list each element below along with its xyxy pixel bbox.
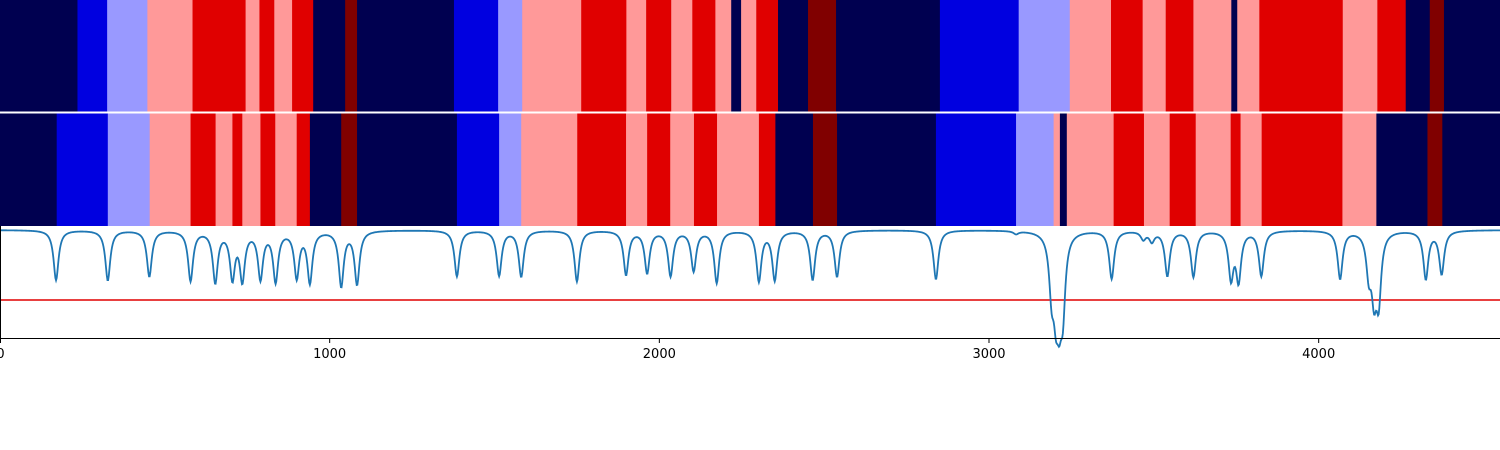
heatmap-cell	[1142, 0, 1167, 112]
heatmap-cell	[0, 113, 58, 226]
heatmap-cell	[77, 0, 108, 112]
heatmap-cell	[456, 113, 500, 226]
heatmap-cell	[935, 113, 1017, 226]
heatmap-cell	[808, 0, 837, 112]
heatmap-cell	[498, 0, 523, 112]
heatmap-cell	[357, 113, 458, 226]
heatmap-cell	[1018, 0, 1071, 112]
heatmap-cell	[837, 113, 937, 226]
heatmap-cell	[717, 113, 760, 226]
heatmap-cell	[1376, 113, 1429, 226]
heatmap-cell	[1016, 113, 1055, 226]
heatmap-cell	[741, 0, 757, 112]
heatmap-cell	[1443, 0, 1500, 112]
heatmap-cell	[1240, 113, 1263, 226]
heatmap-cell	[0, 0, 79, 112]
heatmap-cell	[147, 0, 194, 112]
heatmap-cell	[309, 113, 342, 226]
heatmap-cell	[1143, 113, 1171, 226]
line-panel	[0, 226, 1500, 349]
heatmap-cell	[1261, 113, 1344, 226]
x-tick-label: 2000	[643, 347, 676, 362]
x-axis: 0 1000 2000 3000 4000	[0, 338, 1335, 362]
heatmap-cell	[758, 113, 776, 226]
heatmap-cell	[345, 0, 358, 112]
heatmap-cell	[939, 0, 1020, 112]
heatmap-cell	[626, 113, 648, 226]
heatmap-cell	[232, 113, 243, 226]
heatmap-cell	[259, 0, 275, 112]
heatmap-cell	[1193, 0, 1232, 112]
heatmap-cell	[215, 113, 234, 226]
heatmap-cell	[521, 113, 578, 226]
series-line	[0, 229, 1500, 349]
heatmap-cell	[313, 0, 346, 112]
heatmap-cell	[1342, 0, 1378, 112]
top-heatmap	[0, 0, 1500, 112]
heatmap-cell	[275, 113, 298, 226]
heatmap-cell	[731, 0, 742, 112]
heatmap-cell	[1066, 113, 1115, 226]
heatmap-cell	[341, 113, 358, 226]
heatmap-cell	[715, 0, 732, 112]
heatmap-cell	[274, 0, 293, 112]
heatmap-cell	[107, 0, 148, 112]
heatmap-cell	[242, 113, 262, 226]
heatmap-cell	[1053, 113, 1061, 226]
heatmap-cell	[1059, 113, 1068, 226]
heatmap-cell	[692, 0, 716, 112]
heatmap-cell	[245, 0, 261, 112]
heatmap-cell	[1405, 0, 1431, 112]
heatmap-cell	[296, 113, 311, 226]
heatmap-cell	[1069, 0, 1112, 112]
heatmap-cell	[1427, 113, 1443, 226]
middle-heatmap	[0, 113, 1500, 226]
heatmap-cell	[581, 0, 627, 112]
heatmap-cell	[693, 113, 718, 226]
heatmap-cell	[647, 113, 671, 226]
heatmap-cell	[646, 0, 672, 112]
heatmap-cell	[1169, 113, 1197, 226]
x-tick-label: 0	[0, 347, 5, 362]
heatmap-cell	[1165, 0, 1194, 112]
heatmap-cell	[1230, 113, 1242, 226]
heatmap-cell	[499, 113, 522, 226]
heatmap-cell	[292, 0, 314, 112]
panel-divider	[0, 111, 1500, 114]
heatmap-cell	[1259, 0, 1344, 112]
heatmap-cell	[1113, 113, 1145, 226]
heatmap-cell	[778, 0, 809, 112]
heatmap-cell	[260, 113, 276, 226]
x-tick-label: 1000	[313, 347, 346, 362]
heatmap-cell	[1231, 0, 1238, 112]
heatmap-cell	[775, 113, 814, 226]
heatmap-cell	[670, 113, 695, 226]
heatmap-cell	[357, 0, 455, 112]
heatmap-cell	[192, 0, 247, 112]
heatmap-cell	[1237, 0, 1260, 112]
heatmap-cell	[671, 0, 693, 112]
x-tick-label: 3000	[972, 347, 1005, 362]
heatmap-cell	[1110, 0, 1144, 112]
heatmap-cell	[812, 113, 838, 226]
heatmap-cell	[56, 113, 109, 226]
heatmap-cell	[149, 113, 192, 226]
heatmap-cell	[1442, 113, 1500, 226]
heatmap-cell	[453, 0, 499, 112]
heatmap-cell	[1342, 113, 1377, 226]
heatmap-cell	[626, 0, 647, 112]
heatmap-cell	[756, 0, 779, 112]
heatmap-cell	[107, 113, 151, 226]
heatmap-cell	[190, 113, 217, 226]
heatmap-cell	[577, 113, 627, 226]
heatmap-cell	[1195, 113, 1232, 226]
heatmap-cell	[522, 0, 582, 112]
heatmap-cell	[1377, 0, 1407, 112]
heatmap-cell	[1429, 0, 1445, 112]
x-tick-label: 4000	[1302, 347, 1335, 362]
heatmap-cell	[836, 0, 941, 112]
